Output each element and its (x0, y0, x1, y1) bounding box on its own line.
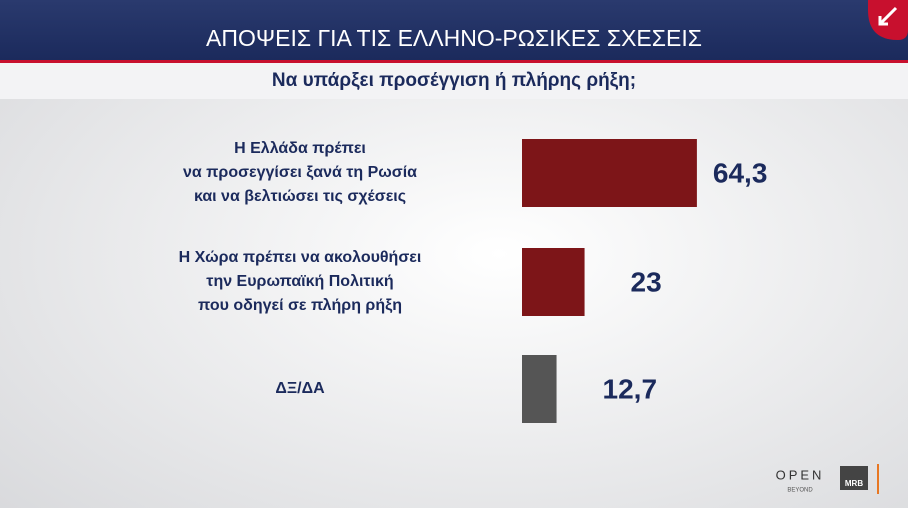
bar (522, 139, 697, 207)
bar (522, 355, 557, 423)
value-label: 12,7 (603, 373, 658, 404)
corner-icon (868, 0, 908, 40)
category-label: Η Ελλάδα πρέπει να προσεγγίσει ξανά τη Ρω… (183, 140, 417, 205)
title-rule (0, 60, 908, 63)
chart-subtitle: Να υπάρξει προσέγγιση ή πλήρης ρήξη; (272, 70, 636, 91)
channel-logo: OPEN (776, 467, 825, 482)
category-label: Η Χώρα πρέπει να ακολουθήσει την Ευρωπαϊκ… (179, 249, 422, 314)
pollster-logo: MRB (845, 479, 863, 488)
bar (522, 248, 585, 316)
value-label: 23 (631, 266, 662, 297)
chart-title: ΑΠΟΨΕΙΣ ΓΙΑ ΤΙΣ ΕΛΛΗΝΟ-ΡΩΣΙΚΕΣ ΣΧΕΣΕΙΣ (206, 25, 702, 51)
subtitle-band (0, 63, 908, 99)
channel-tagline: BEYOND (787, 488, 813, 494)
value-label: 64,3 (713, 157, 768, 188)
category-label: ΔΞ/ΔΑ (275, 380, 325, 397)
pollster-badge (840, 466, 868, 490)
logo-rule (877, 464, 879, 494)
corner-arrow (878, 6, 898, 26)
title-band (0, 0, 908, 60)
